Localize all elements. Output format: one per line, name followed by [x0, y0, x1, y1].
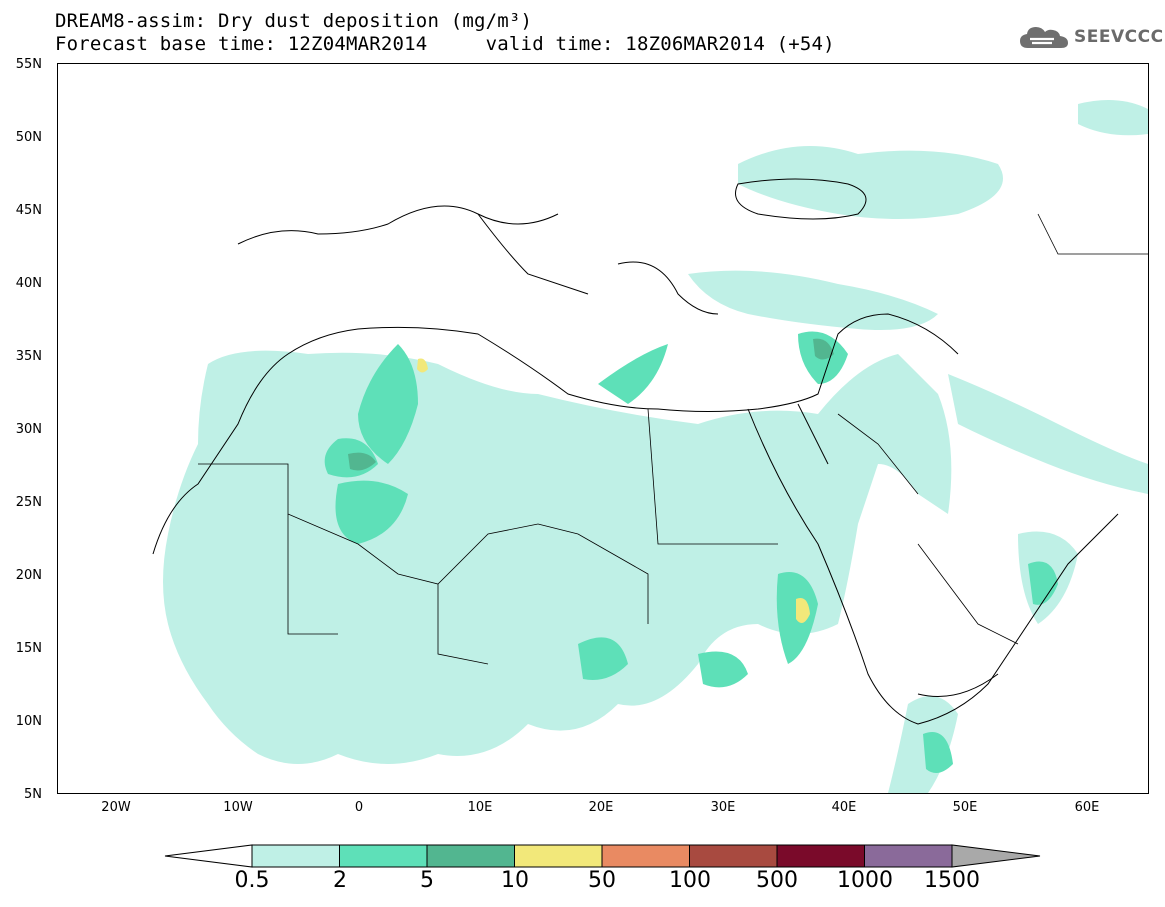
- lat-label: 20N: [15, 568, 42, 583]
- dust-shading-dark: [348, 338, 834, 471]
- colorbar-label: 2: [333, 868, 347, 893]
- colorbar-label: 500: [756, 868, 798, 893]
- colorbar-boxes: [251, 844, 953, 868]
- lat-label: 45N: [15, 203, 42, 218]
- colorbar-box: [426, 844, 515, 868]
- colorbar-box: [514, 844, 603, 868]
- colorbar-under-arrow: [164, 844, 253, 868]
- seevccc-logo: SEEVCCC: [1018, 24, 1164, 50]
- dust-shading-light: [163, 100, 1148, 793]
- colorbar-box: [339, 844, 428, 868]
- dust-shading-yellow: [417, 358, 810, 623]
- colorbar-label: 5: [420, 868, 434, 893]
- borders: [198, 213, 1148, 665]
- lat-label: 55N: [15, 57, 42, 72]
- cloud-icon: [1020, 27, 1068, 48]
- lon-label: 30E: [710, 800, 736, 815]
- lon-label: 20W: [101, 800, 131, 815]
- dust-map: [152, 100, 1148, 793]
- colorbar-over-arrow: [951, 844, 1041, 868]
- lat-label: 10N: [15, 714, 42, 729]
- lon-label: 50E: [952, 800, 978, 815]
- map-frame: [57, 63, 1149, 794]
- colorbar-box: [601, 844, 690, 868]
- colorbar-label: 1000: [837, 868, 893, 893]
- lon-label: 60E: [1074, 800, 1100, 815]
- colorbar-box: [776, 844, 865, 868]
- colorbar-box: [864, 844, 953, 868]
- colorbar-box: [251, 844, 340, 868]
- lat-label: 5N: [24, 787, 42, 802]
- lat-label: 50N: [15, 130, 42, 145]
- logo-text: SEEVCCC: [1074, 27, 1164, 47]
- lat-label: 30N: [15, 422, 42, 437]
- chart-title: DREAM8-assim: Dry dust deposition (mg/m³…: [55, 10, 533, 32]
- colorbar-label: 50: [588, 868, 616, 893]
- colorbar-label: 10: [501, 868, 529, 893]
- colorbar-label: 1500: [924, 868, 980, 893]
- colorbar: [164, 844, 1041, 868]
- forecast-time-line: Forecast base time: 12Z04MAR2014 valid t…: [55, 33, 835, 55]
- lon-label: 0: [354, 800, 364, 815]
- lat-label: 15N: [15, 641, 42, 656]
- colorbar-label: 100: [669, 868, 711, 893]
- lon-label: 20E: [588, 800, 614, 815]
- lat-label: 25N: [15, 495, 42, 510]
- lon-label: 10E: [467, 800, 493, 815]
- lat-label: 40N: [15, 276, 42, 291]
- coastlines: [152, 178, 1119, 725]
- lon-label: 40E: [831, 800, 857, 815]
- colorbar-label: 0.5: [234, 868, 270, 893]
- lon-label: 10W: [223, 800, 253, 815]
- lat-label: 35N: [15, 349, 42, 364]
- colorbar-box: [689, 844, 778, 868]
